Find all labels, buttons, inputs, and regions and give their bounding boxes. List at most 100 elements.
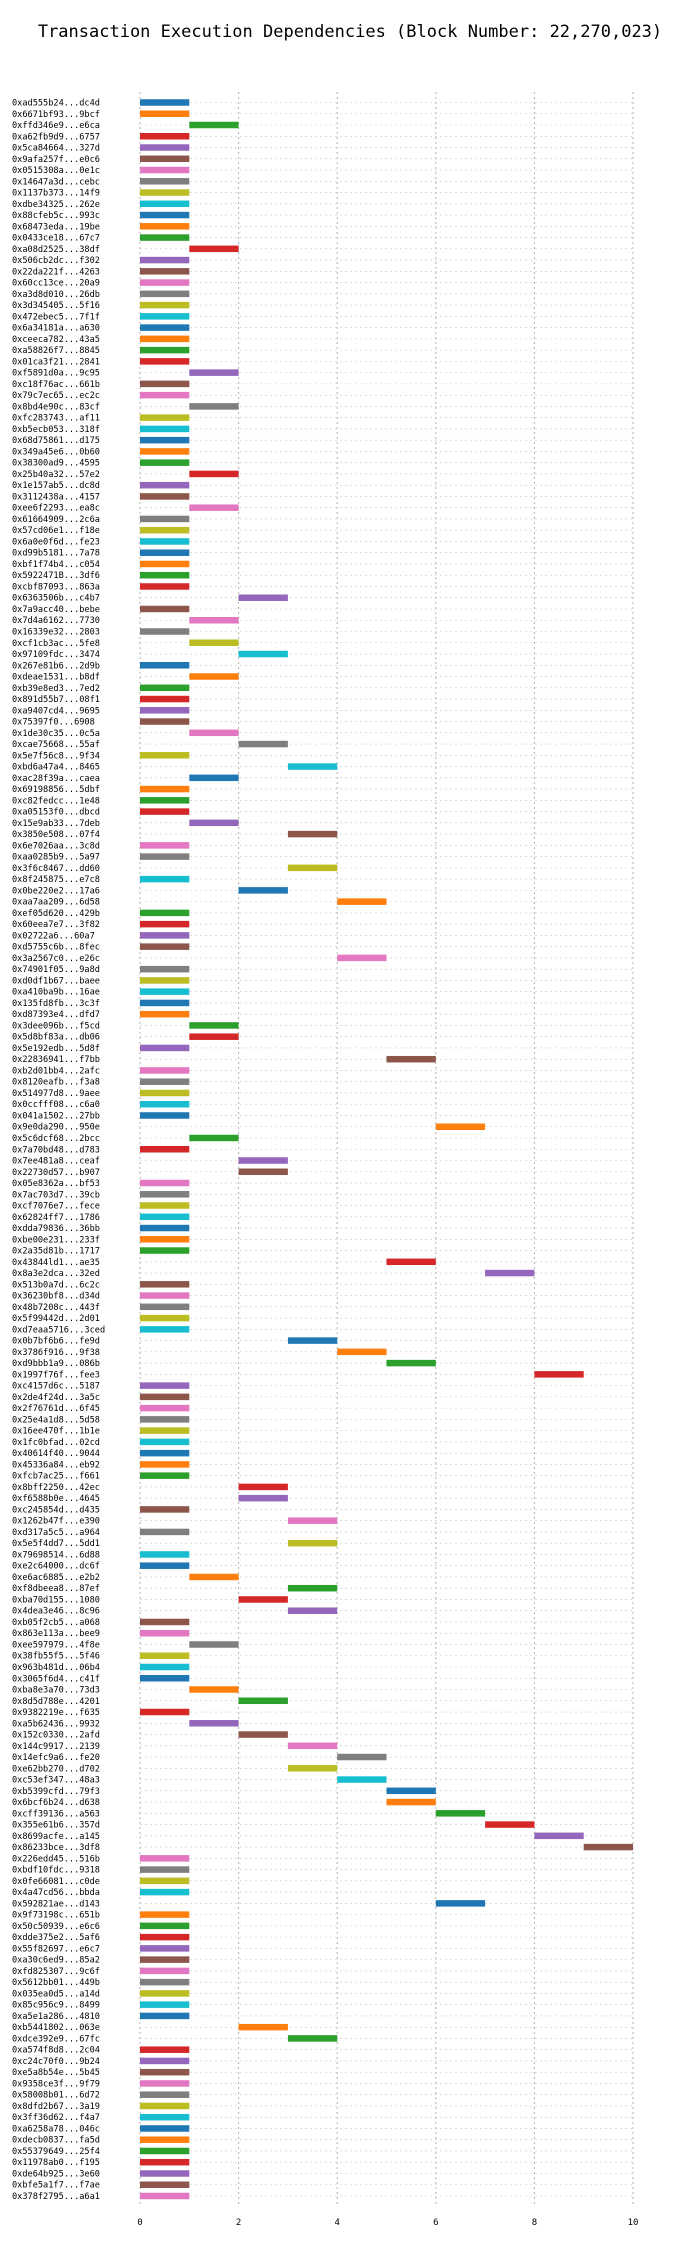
transaction-bar <box>140 1978 190 1986</box>
transaction-label: 0x02722a6...60a7 <box>12 931 95 941</box>
transaction-label: 0xbfe5a1f7...f7ae <box>12 2181 100 2191</box>
transaction-bar <box>140 1247 190 1254</box>
transaction-label: 0xe6ac6885...e2b2 <box>12 1573 100 1583</box>
transaction-label: 0x3850e508...07f4 <box>12 830 100 840</box>
transaction-bar <box>189 1022 239 1029</box>
transaction-bar <box>140 628 190 635</box>
transaction-label: 0xdeae1531...b8df <box>12 673 100 683</box>
transaction-label: 0x60cc13ce...20a9 <box>12 279 100 289</box>
transaction-bar <box>140 290 190 298</box>
transaction-bar <box>189 504 239 511</box>
transaction-label: 0x0ccfff08...c6a0 <box>12 1100 100 1110</box>
transaction-bar <box>140 279 190 286</box>
transaction-bar <box>140 256 190 264</box>
transaction-bar <box>140 1967 190 1975</box>
transaction-label: 0xdde375e2...5af6 <box>12 1933 100 1943</box>
transaction-bar <box>140 988 190 995</box>
transaction-bar <box>140 459 190 466</box>
transaction-bar <box>140 1010 190 1018</box>
transaction-bar <box>140 166 190 174</box>
transaction-label: 0x1137b373...14f9 <box>12 189 100 199</box>
transaction-bar <box>238 1168 288 1176</box>
transaction-label: 0xa574f8d8...2c04 <box>12 2046 100 2056</box>
transaction-bar <box>140 144 190 151</box>
transaction-label: 0xbd6a47a4...8465 <box>12 763 100 773</box>
transaction-bar <box>140 1292 190 1299</box>
transaction-label: 0x5f99442d...2d01 <box>12 1314 100 1324</box>
transaction-label: 0xbf1f74b4...c054 <box>12 560 100 570</box>
transaction-label: 0xd99b5181...7a78 <box>12 549 100 559</box>
transaction-bar <box>238 2023 288 2031</box>
transaction-bar <box>189 369 239 376</box>
transaction-label: 0x68d75861...d175 <box>12 436 100 446</box>
transaction-label: 0x514977d8...9aee <box>12 1089 100 1099</box>
transaction-label: 0x2de4f24d...3a5c <box>12 1393 100 1403</box>
transaction-bar <box>238 1157 288 1164</box>
x-tick-label: 0 <box>137 2218 142 2228</box>
transaction-label: 0xee6f2293...ea8c <box>12 504 100 514</box>
transaction-bar <box>140 797 190 804</box>
transaction-bar <box>287 864 338 872</box>
transaction-label: 0xb2d01bb4...2afc <box>12 1066 100 1076</box>
transaction-bar <box>140 2012 190 2020</box>
transaction-bar <box>140 1404 190 1412</box>
transaction-bar <box>140 313 190 320</box>
transaction-label: 0xdecb0837...fa5d <box>12 2136 100 2146</box>
transaction-bar <box>287 1539 338 1547</box>
transaction-label: 0x9358ce3f...9f79 <box>12 2079 100 2089</box>
transaction-bar <box>386 1258 436 1266</box>
transaction-bar <box>140 1956 190 1963</box>
transaction-bar <box>140 1078 190 1085</box>
transaction-label: 0x8dfd2b67...3a19 <box>12 2102 100 2112</box>
transaction-bar <box>140 932 190 939</box>
transaction-label: 0x11978ab0...f195 <box>12 2158 100 2168</box>
transaction-bar <box>140 1314 190 1322</box>
transaction-label: 0x1fc0bfad...02cd <box>12 1438 100 1448</box>
transaction-label: 0xbdf10fdc...9318 <box>12 1866 100 1876</box>
transaction-bar <box>140 2001 190 2008</box>
transaction-bar <box>238 1494 288 1502</box>
chart-title: Transaction Execution Dependencies (Bloc… <box>37 22 663 42</box>
transaction-bar <box>140 1281 190 1288</box>
transaction-bar <box>140 842 190 849</box>
transaction-bar <box>140 1945 190 1952</box>
transaction-label: 0x22836941...f7bb <box>12 1055 100 1065</box>
transaction-label: 0x1e157ab5...dc8d <box>12 481 100 491</box>
transaction-label: 0x16339e32...2803 <box>12 628 100 638</box>
transaction-label: 0x9e0da290...950e <box>12 1123 100 1133</box>
transaction-bar <box>140 785 190 793</box>
transaction-bar <box>140 268 190 275</box>
transaction-label: 0x86233bce...3df8 <box>12 1843 100 1853</box>
transaction-bar <box>140 1675 190 1682</box>
transaction-bar <box>140 1933 190 1941</box>
transaction-label: 0x79c7ec65...ec2c <box>12 391 100 401</box>
transaction-bar <box>140 178 190 185</box>
transaction-label: 0xa3d8d010...26db <box>12 290 100 300</box>
transaction-label: 0x8120eafb...f3a8 <box>12 1078 100 1088</box>
transaction-bar <box>534 1832 584 1840</box>
transaction-bar <box>140 425 190 433</box>
transaction-label: 0x8699acfe...a145 <box>12 1832 100 1842</box>
transaction-bar <box>238 650 288 658</box>
transaction-label: 0xdda79836...36bb <box>12 1224 100 1234</box>
transaction-label: 0xcf7076e7...fece <box>12 1202 100 1212</box>
transaction-label: 0x14efc9a6...fe20 <box>12 1753 100 1763</box>
transaction-bar <box>189 470 239 478</box>
transaction-bar <box>337 898 387 905</box>
transaction-label: 0xd9bbb1a9...086b <box>12 1359 100 1369</box>
transaction-bar <box>140 965 190 973</box>
transaction-bar <box>140 324 190 331</box>
transaction-label: 0x226edd45...516b <box>12 1854 100 1864</box>
transaction-label: 0x60eea7e7...3f82 <box>12 920 100 930</box>
transaction-label: 0xd0df1b67...baee <box>12 976 100 986</box>
transaction-label: 0x6a34181a...a630 <box>12 324 100 334</box>
transaction-label: 0xa5e1a286...4810 <box>12 2012 100 2022</box>
transaction-label: 0x6e7026aa...3c8d <box>12 841 100 851</box>
transaction-bar <box>140 560 190 568</box>
transaction-label: 0x513b0a7d...6c2c <box>12 1280 100 1290</box>
transaction-label: 0xdce392e9...67fc <box>12 2034 100 2044</box>
transaction-label: 0x8a3e2dca...32ed <box>12 1269 100 1279</box>
transaction-label: 0x6bcf6b24...d638 <box>12 1798 100 1808</box>
transaction-label: 0x16ee470f...1b1e <box>12 1427 100 1437</box>
